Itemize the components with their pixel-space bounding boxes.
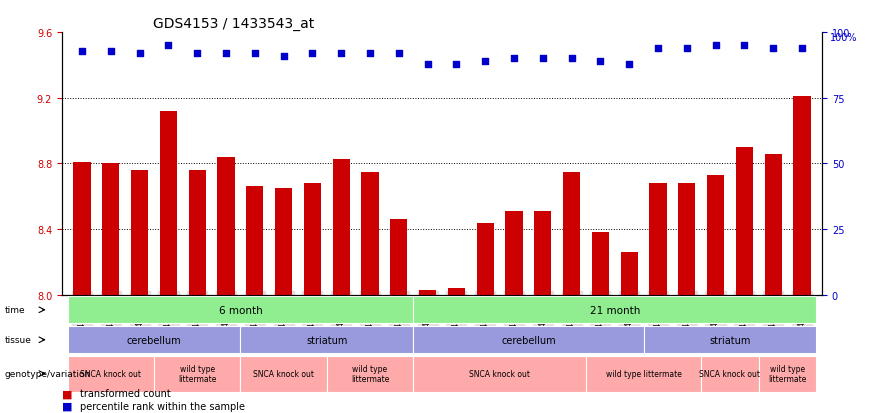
Text: SNCA knock out: SNCA knock out	[253, 369, 314, 378]
Text: percentile rank within the sample: percentile rank within the sample	[80, 401, 245, 411]
Bar	[217, 157, 234, 295]
Bar	[621, 252, 638, 295]
FancyBboxPatch shape	[758, 356, 816, 392]
Bar	[765, 154, 781, 295]
Point	[536, 56, 550, 62]
FancyBboxPatch shape	[327, 356, 413, 392]
Text: ■: ■	[62, 401, 72, 411]
Point	[766, 45, 781, 52]
Text: wild type
littermate: wild type littermate	[178, 364, 217, 383]
Text: wild type
littermate: wild type littermate	[351, 364, 389, 383]
Text: cerebellum: cerebellum	[501, 335, 556, 345]
Point	[737, 43, 751, 50]
Point	[334, 51, 348, 57]
Point	[593, 59, 607, 65]
Bar	[506, 211, 522, 295]
Bar	[650, 184, 667, 295]
Bar	[563, 172, 580, 295]
Point	[305, 51, 319, 57]
Text: genotype/variation: genotype/variation	[4, 369, 91, 378]
Point	[75, 48, 89, 55]
Point	[219, 51, 233, 57]
Bar	[275, 189, 293, 295]
Point	[680, 45, 694, 52]
Point	[363, 51, 377, 57]
Text: wild type
littermate: wild type littermate	[768, 364, 807, 383]
Point	[651, 45, 665, 52]
Text: time: time	[4, 306, 25, 314]
Point	[133, 51, 147, 57]
Text: striatum: striatum	[709, 335, 751, 345]
Bar	[131, 171, 149, 295]
Text: SNCA knock out: SNCA knock out	[699, 369, 760, 378]
FancyBboxPatch shape	[413, 326, 644, 354]
Point	[708, 43, 722, 50]
FancyBboxPatch shape	[68, 356, 154, 392]
Text: striatum: striatum	[306, 335, 347, 345]
FancyBboxPatch shape	[154, 356, 240, 392]
Point	[795, 45, 809, 52]
Bar	[160, 112, 177, 295]
FancyBboxPatch shape	[240, 326, 413, 354]
Point	[392, 51, 406, 57]
Text: transformed count: transformed count	[80, 389, 171, 399]
Bar	[188, 171, 206, 295]
Text: SNCA knock out: SNCA knock out	[469, 369, 530, 378]
Bar	[390, 220, 408, 295]
Bar	[332, 159, 350, 295]
Bar	[304, 184, 321, 295]
FancyBboxPatch shape	[701, 356, 758, 392]
Bar	[591, 233, 609, 295]
Point	[248, 51, 262, 57]
Bar	[103, 164, 119, 295]
Point	[622, 61, 636, 68]
FancyBboxPatch shape	[413, 356, 586, 392]
Bar	[448, 289, 465, 295]
Point	[507, 56, 521, 62]
Point	[190, 51, 204, 57]
Bar	[735, 148, 753, 295]
Text: 100%: 100%	[830, 33, 857, 43]
Bar	[476, 223, 494, 295]
Text: GDS4153 / 1433543_at: GDS4153 / 1433543_at	[153, 17, 315, 31]
Point	[162, 43, 176, 50]
Point	[103, 48, 118, 55]
Bar	[362, 172, 378, 295]
Point	[478, 59, 492, 65]
Bar	[707, 176, 724, 295]
FancyBboxPatch shape	[68, 326, 240, 354]
Text: wild type littermate: wild type littermate	[606, 369, 682, 378]
Bar	[73, 162, 91, 295]
Point	[449, 61, 463, 68]
Bar	[419, 290, 436, 295]
Text: cerebellum: cerebellum	[126, 335, 181, 345]
FancyBboxPatch shape	[644, 326, 816, 354]
Text: ■: ■	[62, 389, 72, 399]
Bar	[678, 184, 696, 295]
FancyBboxPatch shape	[413, 297, 816, 323]
Point	[277, 53, 291, 60]
FancyBboxPatch shape	[68, 297, 413, 323]
Text: 6 month: 6 month	[218, 305, 263, 315]
Bar	[246, 187, 263, 295]
Bar	[793, 97, 811, 295]
Text: SNCA knock out: SNCA knock out	[80, 369, 141, 378]
Point	[565, 56, 579, 62]
Text: 21 month: 21 month	[590, 305, 640, 315]
Point	[421, 61, 435, 68]
Text: tissue: tissue	[4, 335, 31, 344]
FancyBboxPatch shape	[240, 356, 327, 392]
Bar	[534, 211, 552, 295]
FancyBboxPatch shape	[586, 356, 701, 392]
